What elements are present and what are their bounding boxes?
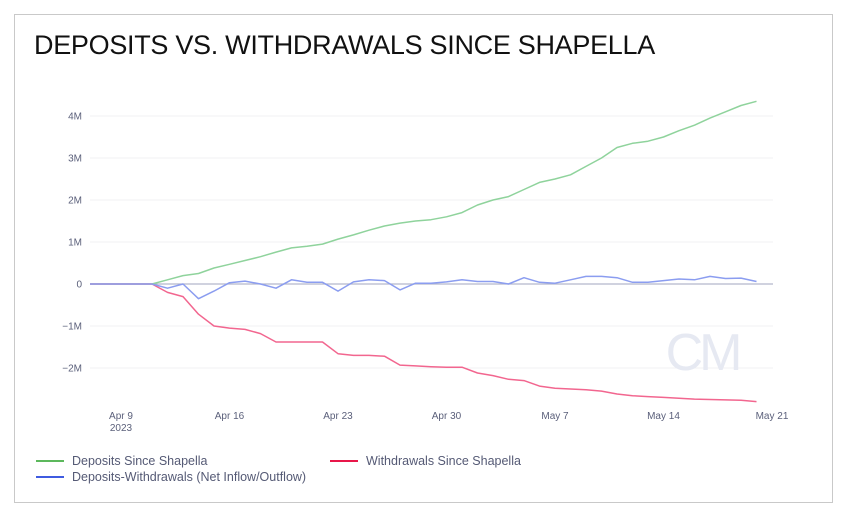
y-tick-label: 2M	[68, 196, 82, 207]
chart-card	[14, 14, 833, 503]
x-tick-label: Apr 23	[323, 411, 353, 422]
y-tick-label: 0	[76, 280, 82, 291]
y-tick-label: −1M	[62, 322, 82, 333]
y-tick-label: 1M	[68, 238, 82, 249]
legend-swatch-net	[36, 476, 64, 478]
x-tick-label: May 7	[541, 411, 569, 422]
legend-label: Deposits Since Shapella	[72, 454, 208, 468]
chart-title: DEPOSITS VS. WITHDRAWALS SINCE SHAPELLA	[34, 30, 655, 60]
y-tick-label: −2M	[62, 364, 82, 375]
x-tick-label: Apr 30	[432, 411, 462, 422]
x-tick-label: May 14	[647, 411, 680, 422]
watermark-logo: CM	[666, 324, 740, 382]
x-tick-label: May 21	[756, 411, 789, 422]
legend-item-withdrawals[interactable]: Withdrawals Since Shapella	[330, 454, 521, 468]
legend-item-net[interactable]: Deposits-Withdrawals (Net Inflow/Outflow…	[36, 470, 306, 484]
legend-swatch-deposits	[36, 460, 64, 462]
series-line-0	[90, 100, 757, 285]
legend-label: Withdrawals Since Shapella	[366, 454, 521, 468]
legend-label: Deposits-Withdrawals (Net Inflow/Outflow…	[72, 470, 307, 484]
x-tick-year: 2023	[110, 423, 133, 434]
x-tick-label: Apr 16	[215, 411, 245, 422]
series-line-1	[90, 283, 757, 403]
legend-item-deposits[interactable]: Deposits Since Shapella	[36, 454, 208, 468]
series-line-2	[90, 275, 757, 300]
x-tick-label: Apr 9	[109, 411, 133, 422]
y-tick-label: 4M	[68, 112, 82, 123]
legend-swatch-withdrawals	[330, 460, 358, 462]
y-tick-label: 3M	[68, 154, 82, 165]
